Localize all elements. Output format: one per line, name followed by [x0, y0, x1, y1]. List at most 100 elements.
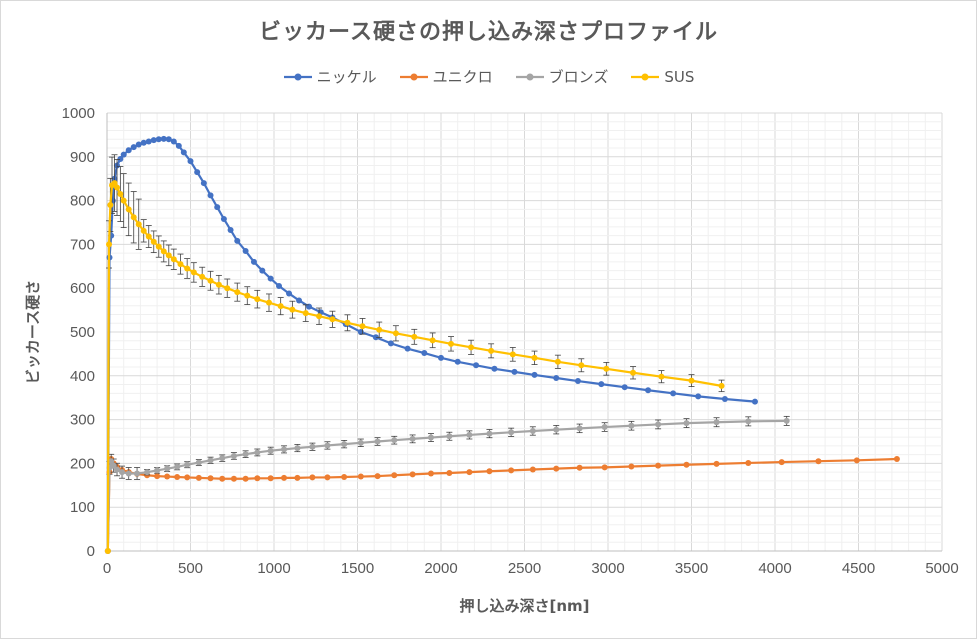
legend-item: SUS	[630, 66, 694, 87]
data-point	[751, 398, 758, 405]
y-axis-title: ビッカース硬さ	[24, 280, 42, 384]
data-point	[778, 459, 785, 466]
data-point	[598, 381, 605, 388]
data-point	[294, 474, 301, 481]
data-point	[242, 451, 249, 458]
legend-marker	[294, 73, 302, 80]
data-point	[114, 184, 121, 191]
data-point	[531, 354, 538, 361]
data-point	[745, 418, 752, 425]
data-point	[199, 273, 206, 280]
data-point	[553, 426, 560, 433]
data-point	[670, 390, 677, 397]
x-tick-label: 500	[178, 560, 203, 577]
data-point	[187, 158, 194, 165]
data-point	[411, 333, 418, 340]
data-point	[302, 310, 309, 317]
data-point	[234, 289, 241, 296]
data-point	[645, 387, 652, 394]
data-point	[174, 463, 181, 470]
data-point	[628, 422, 635, 429]
legend-marker	[410, 73, 418, 80]
data-point	[117, 191, 124, 198]
data-point	[160, 135, 167, 142]
data-point	[215, 281, 222, 288]
data-point	[387, 340, 394, 347]
data-point	[220, 215, 227, 222]
y-tick-label: 400	[70, 368, 95, 385]
data-point	[344, 319, 351, 326]
series-3	[104, 154, 725, 554]
data-point	[421, 350, 428, 357]
data-point	[511, 368, 518, 375]
data-point	[267, 447, 274, 454]
data-point	[486, 430, 493, 437]
data-point	[853, 457, 860, 464]
data-point	[309, 443, 316, 450]
data-point	[553, 465, 560, 472]
data-point	[165, 136, 172, 143]
data-point	[289, 306, 296, 313]
data-point	[180, 149, 187, 156]
y-tick-label: 0	[87, 543, 95, 560]
data-point	[473, 362, 480, 369]
data-point	[783, 417, 790, 424]
data-point	[508, 467, 515, 474]
data-point	[120, 151, 127, 158]
data-point	[207, 277, 214, 284]
data-point	[175, 142, 182, 149]
data-point	[194, 169, 201, 176]
data-point	[219, 475, 226, 482]
data-point	[374, 438, 381, 445]
data-point	[135, 221, 142, 228]
chart-title: ビッカース硬さの押し込み深さプロファイル	[259, 20, 718, 45]
data-point	[745, 459, 752, 466]
data-point	[154, 473, 161, 480]
data-point	[117, 155, 124, 162]
data-point	[357, 473, 364, 480]
data-point	[529, 466, 536, 473]
legend-swatch	[515, 73, 544, 80]
y-tick-label: 200	[70, 455, 95, 472]
data-point	[341, 473, 348, 480]
x-tick-label: 5000	[925, 560, 958, 577]
data-point	[601, 464, 608, 471]
legend-label: ブロンズ	[548, 68, 609, 86]
data-point	[267, 275, 274, 282]
data-point	[281, 446, 288, 453]
data-point	[309, 474, 316, 481]
data-point	[114, 466, 121, 473]
data-point	[392, 330, 399, 337]
data-point	[125, 470, 132, 477]
data-point	[276, 283, 283, 290]
data-point	[688, 377, 695, 384]
x-tick-label: 0	[103, 560, 111, 577]
data-point	[227, 226, 234, 233]
data-point	[130, 144, 137, 151]
data-point	[230, 475, 237, 482]
data-point	[164, 465, 171, 472]
data-point	[446, 470, 453, 477]
data-point	[254, 296, 261, 303]
data-point	[374, 473, 381, 480]
data-point	[488, 347, 495, 354]
data-point	[376, 326, 383, 333]
y-tick-label: 600	[70, 280, 95, 297]
data-point	[601, 424, 608, 431]
data-point	[372, 334, 379, 341]
chart-legend: ニッケル ユニクロ ブロンズ SUS	[0, 66, 977, 87]
data-point	[658, 373, 665, 380]
data-point	[265, 299, 272, 306]
data-point	[427, 434, 434, 441]
data-point	[160, 248, 167, 255]
data-point	[224, 285, 231, 292]
data-point	[207, 192, 214, 199]
data-point	[429, 337, 436, 344]
data-point	[466, 431, 473, 438]
x-tick-label: 2500	[508, 560, 541, 577]
x-tick-label: 4000	[758, 560, 791, 577]
data-point	[574, 378, 581, 385]
data-point	[491, 365, 498, 372]
data-point	[531, 371, 538, 378]
